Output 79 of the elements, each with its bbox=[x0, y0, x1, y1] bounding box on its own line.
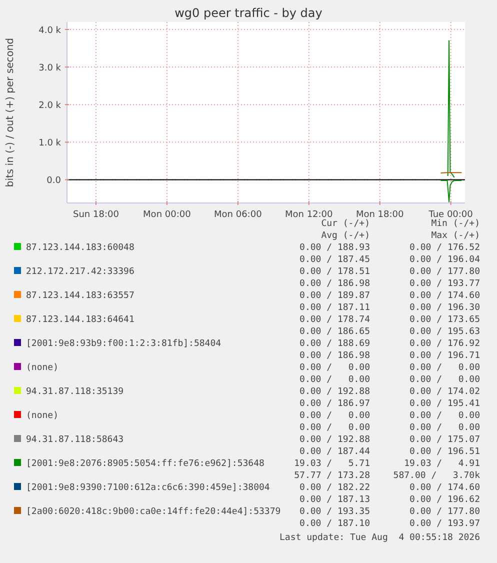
x-tick-label: Mon 00:00 bbox=[143, 210, 192, 220]
text: 0.00 / 0.00 bbox=[300, 375, 370, 385]
text: Cur (-/+) bbox=[321, 219, 370, 229]
text: 0.00 / 182.22 bbox=[300, 483, 370, 493]
y-tick-label: 0.0 bbox=[46, 176, 62, 186]
legend-label: 87.123.144.183:63557 bbox=[26, 291, 134, 301]
x-tick-label: Mon 18:00 bbox=[356, 210, 404, 220]
y-axis-title: bits in (-) / out (+) per second bbox=[5, 38, 16, 188]
y-tick-label: 2.0 k bbox=[38, 101, 62, 112]
y-tick-label: 1.0 k bbox=[38, 138, 62, 149]
legend-label: [2001:9e8:2076:8905:5054:ff:fe76:e962]:53648 bbox=[26, 459, 264, 469]
text: 0.00 / 177.80 bbox=[410, 507, 480, 517]
text: 0.00 / 189.87 bbox=[300, 291, 370, 301]
text: 0.00 / 195.41 bbox=[410, 399, 480, 409]
text: 0.00 / 186.97 bbox=[300, 399, 370, 409]
text: 0.00 / 188.93 bbox=[300, 243, 370, 253]
x-tick-label: Tue 00:00 bbox=[428, 210, 474, 220]
text: 0.00 / 186.98 bbox=[300, 279, 370, 289]
text: Avg (-/+) bbox=[321, 231, 370, 241]
text: 0.00 / 192.88 bbox=[300, 387, 370, 397]
text: 587.00 / 3.70k bbox=[393, 471, 481, 481]
text: 0.00 / 193.97 bbox=[410, 519, 480, 529]
text: 0.00 / 0.00 bbox=[300, 363, 370, 373]
text: 0.00 / 195.63 bbox=[410, 327, 480, 337]
text: 19.03 / 4.91 bbox=[404, 459, 480, 469]
legend-label: (none) bbox=[26, 363, 59, 373]
text: 0.00 / 187.11 bbox=[300, 303, 370, 313]
text: 0.00 / 0.00 bbox=[300, 423, 370, 433]
text: 0.00 / 0.00 bbox=[410, 423, 480, 433]
text: 19.03 / 5.71 bbox=[294, 459, 370, 469]
text: 0.00 / 192.88 bbox=[300, 435, 370, 445]
text: 0.00 / 174.02 bbox=[410, 387, 480, 397]
legend-label: [2a00:6020:418c:9b00:ca0e:14ff:fe20:44e4]:53379 bbox=[26, 507, 281, 517]
text: Min (-/+) bbox=[431, 219, 480, 229]
text: 0.00 / 178.74 bbox=[300, 315, 370, 325]
x-tick-label: Mon 06:00 bbox=[214, 210, 262, 220]
legend-label: 212.172.217.42:33396 bbox=[26, 267, 134, 277]
text: 0.00 / 186.65 bbox=[300, 327, 370, 337]
text: 0.00 / 173.65 bbox=[410, 315, 480, 325]
legend-label: 94.31.87.118:35139 bbox=[26, 387, 124, 397]
text: 0.00 / 188.69 bbox=[300, 339, 370, 349]
text: 0.00 / 0.00 bbox=[410, 375, 480, 385]
text: 0.00 / 175.07 bbox=[410, 435, 480, 445]
text: 0.00 / 0.00 bbox=[410, 411, 480, 421]
text: 0.00 / 196.71 bbox=[410, 351, 480, 361]
text: 0.00 / 187.45 bbox=[300, 255, 370, 265]
x-tick-label: Sun 18:00 bbox=[73, 210, 120, 220]
text: 0.00 / 196.04 bbox=[410, 255, 480, 265]
text: 0.00 / 0.00 bbox=[410, 363, 480, 373]
text: 0.00 / 196.51 bbox=[410, 447, 480, 457]
text: Last update: Tue Aug 4 00:55:18 2026 bbox=[280, 533, 480, 543]
legend-label: (none) bbox=[26, 411, 59, 421]
y-tick-label: 3.0 k bbox=[38, 64, 62, 74]
legend-label: [2001:9e8:93b9:f00:1:2:3:81fb]:58404 bbox=[26, 339, 222, 349]
text: 0.00 / 196.62 bbox=[410, 495, 480, 505]
text: 0.00 / 186.98 bbox=[300, 351, 370, 361]
text: 0.00 / 187.10 bbox=[300, 519, 370, 529]
line-series bbox=[447, 40, 455, 178]
text: 0.00 / 187.44 bbox=[300, 447, 370, 457]
text: 0.00 / 176.92 bbox=[410, 339, 480, 349]
legend-label: 87.123.144.183:64641 bbox=[26, 315, 134, 325]
legend-label: 94.31.87.118:58643 bbox=[26, 435, 124, 445]
text: 0.00 / 193.77 bbox=[410, 279, 480, 289]
chart-title: wg0 peer traffic - by day bbox=[174, 6, 322, 20]
text: 0.00 / 174.60 bbox=[410, 483, 480, 493]
text: 0.00 / 174.60 bbox=[410, 291, 480, 301]
text: 0.00 / 187.13 bbox=[300, 495, 370, 505]
text: 0.00 / 193.35 bbox=[300, 507, 370, 517]
text: 0.00 / 177.80 bbox=[410, 267, 480, 277]
legend-label: 87.123.144.183:60048 bbox=[26, 243, 134, 253]
text: 0.00 / 196.30 bbox=[410, 303, 480, 313]
y-tick-label: 4.0 k bbox=[38, 26, 62, 36]
x-tick-label: Mon 12:00 bbox=[284, 210, 334, 220]
text: 0.00 / 178.51 bbox=[300, 267, 370, 277]
legend-label: [2001:9e8:9390:7100:612a:c6c6:390:459e]:38004 bbox=[26, 483, 270, 493]
text: Max (-/+) bbox=[431, 231, 480, 241]
text: 0.00 / 0.00 bbox=[300, 411, 370, 421]
text: 0.00 / 176.52 bbox=[410, 243, 480, 253]
text: 57.77 / 173.28 bbox=[294, 471, 370, 481]
